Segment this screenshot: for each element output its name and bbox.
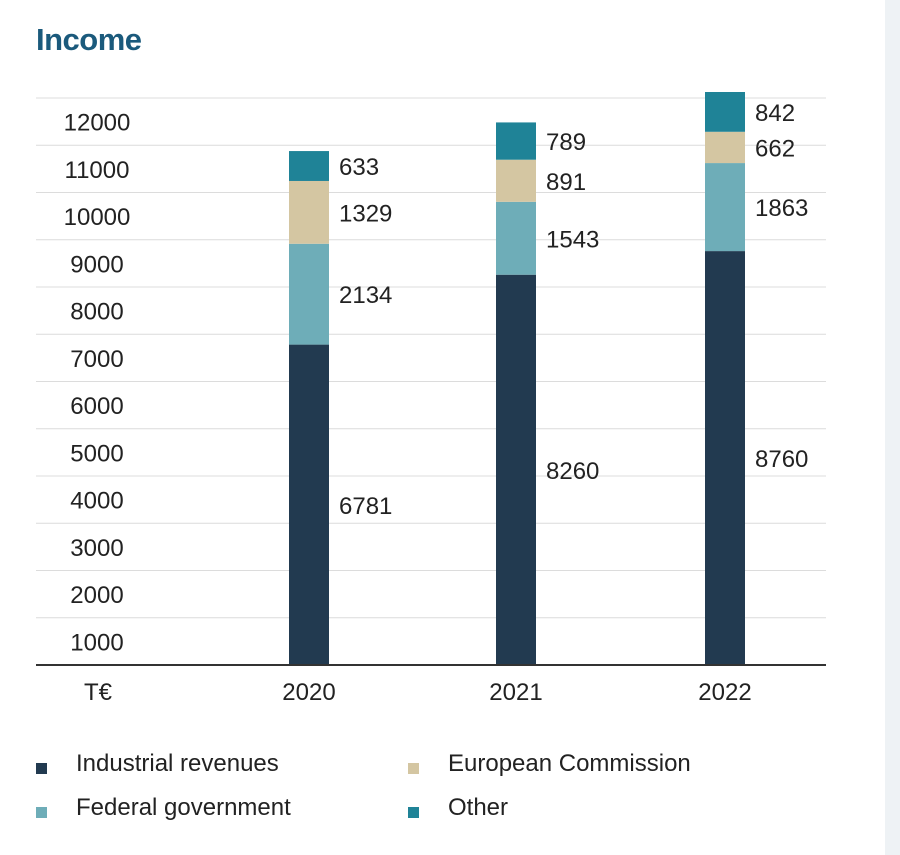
data-label: 8260 [546, 458, 599, 485]
y-tick-label: 7000 [70, 346, 123, 373]
y-tick-label: 8000 [70, 299, 123, 326]
y-tick-label: 3000 [70, 535, 123, 562]
x-tick-label: 2020 [282, 679, 335, 706]
y-tick-label: 1000 [70, 629, 123, 656]
legend-label: Federal government [76, 794, 291, 821]
y-tick-label: 6000 [70, 393, 123, 420]
legend-label: Other [448, 794, 509, 821]
legend-swatch [36, 762, 47, 774]
y-tick-label: 4000 [70, 488, 123, 515]
x-tick-label: 2022 [698, 679, 751, 706]
legend-item-european-commission: European Commission [408, 750, 691, 778]
y-tick-label: 2000 [70, 582, 123, 609]
x-tick-label: 2021 [489, 679, 542, 706]
data-label: 6781 [339, 493, 392, 520]
y-tick-label: 5000 [70, 440, 123, 467]
legend-item-other: Other [408, 794, 508, 822]
bar-segment [496, 201, 536, 275]
legend-swatch [36, 806, 47, 818]
bar-segment [705, 163, 745, 252]
legend-label: European Commission [448, 750, 691, 777]
bar-segment [496, 159, 536, 202]
y-axis-unit-label: T€ [84, 679, 113, 706]
bar-segment [705, 131, 745, 164]
y-tick-label: 9000 [70, 251, 123, 278]
legend-item-industrial-revenues: Industrial revenues [36, 750, 279, 778]
data-label: 789 [546, 129, 586, 156]
bar-segment [289, 180, 329, 244]
legend-swatch [408, 806, 419, 818]
side-panel-strip [885, 0, 900, 855]
data-label: 8760 [755, 446, 808, 473]
bar-segment [496, 122, 536, 160]
bar-segment [496, 274, 536, 665]
data-label: 842 [755, 100, 795, 127]
data-label: 1543 [546, 226, 599, 253]
y-tick-label: 12000 [64, 110, 131, 137]
data-label: 2134 [339, 282, 392, 309]
data-label: 1863 [755, 195, 808, 222]
legend-item-federal-government: Federal government [36, 794, 291, 822]
bar-segment [705, 91, 745, 132]
data-label: 1329 [339, 200, 392, 227]
bar-segment [289, 243, 329, 345]
legend-label: Industrial revenues [76, 750, 279, 777]
bar-segment [289, 151, 329, 181]
bar-segment [289, 344, 329, 665]
data-label: 662 [755, 135, 795, 162]
data-label: 633 [339, 154, 379, 181]
legend-swatch [408, 762, 419, 774]
chart-title: Income [36, 22, 142, 57]
data-label: 891 [546, 169, 586, 196]
y-tick-label: 10000 [64, 204, 131, 231]
bar-segment [705, 251, 745, 665]
y-tick-label: 11000 [65, 157, 130, 184]
